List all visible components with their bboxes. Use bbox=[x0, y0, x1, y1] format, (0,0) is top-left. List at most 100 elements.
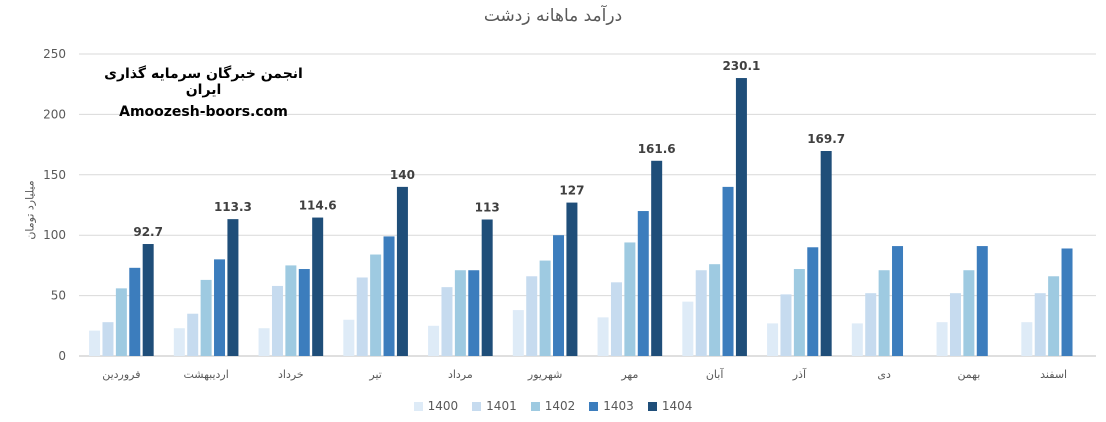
data-label: 140 bbox=[390, 168, 415, 182]
data-label: 161.6 bbox=[638, 142, 676, 156]
gridlines bbox=[79, 53, 1096, 357]
legend-label: 1404 bbox=[661, 399, 693, 413]
bar-1404 bbox=[142, 244, 154, 356]
x-tick-label: خرداد bbox=[278, 368, 304, 381]
bar-1404 bbox=[396, 186, 408, 356]
bar-1402 bbox=[539, 260, 551, 356]
legend: 1400 1401 1402 1403 1404 bbox=[0, 399, 1106, 413]
bar-1400 bbox=[258, 328, 270, 356]
bar-1402 bbox=[200, 279, 212, 356]
bar-1401 bbox=[356, 277, 368, 356]
watermark-line1: انجمن خبرگان سرمایه گذاری ایران bbox=[104, 66, 303, 98]
data-label: 92.7 bbox=[133, 225, 163, 239]
y-tick-label: 200 bbox=[43, 107, 66, 121]
bar-1402 bbox=[115, 288, 127, 356]
bar-1400 bbox=[173, 328, 185, 356]
data-labels: 92.7 113.3 114.6 140 113 127 161.6 230.1 169.7 bbox=[133, 59, 845, 239]
bar-1404 bbox=[481, 219, 493, 356]
bar-1400 bbox=[597, 317, 609, 356]
bar-1404 bbox=[820, 151, 832, 356]
y-tick-label: 0 bbox=[58, 349, 66, 363]
bars bbox=[89, 78, 1073, 357]
bar-1400 bbox=[851, 323, 863, 356]
x-tick-label: مهر bbox=[620, 368, 638, 381]
bar-1402 bbox=[285, 265, 297, 356]
bar-1403 bbox=[214, 259, 226, 356]
bar-1401 bbox=[526, 276, 538, 356]
data-label: 114.6 bbox=[299, 199, 337, 213]
x-tick-label: مرداد bbox=[448, 368, 473, 381]
y-tick-label: 100 bbox=[43, 228, 66, 242]
bar-1403 bbox=[129, 267, 141, 356]
x-tick-label: دی bbox=[877, 368, 891, 381]
legend-item: 1401 bbox=[472, 399, 517, 413]
bar-1404 bbox=[566, 202, 578, 356]
bar-1402 bbox=[1048, 276, 1060, 356]
bar-1400 bbox=[936, 322, 948, 356]
data-label: 113 bbox=[475, 200, 500, 214]
legend-label: 1400 bbox=[427, 399, 459, 413]
bar-1401 bbox=[1034, 293, 1046, 356]
bar-1403 bbox=[1061, 248, 1073, 356]
legend-swatch bbox=[647, 401, 657, 411]
bar-1402 bbox=[793, 269, 805, 356]
x-axis-ticks: فروردین اردیبهشت خرداد تیر مرداد شهریور مهر آبا… bbox=[102, 367, 1067, 381]
bar-1402 bbox=[709, 264, 721, 356]
bar-1401 bbox=[102, 322, 114, 356]
x-tick-label: اسفند bbox=[1040, 368, 1067, 381]
x-tick-label: فروردین bbox=[102, 368, 140, 381]
legend-swatch bbox=[530, 401, 540, 411]
bar-1404 bbox=[312, 217, 324, 356]
legend-label: 1401 bbox=[486, 399, 517, 413]
bar-1400 bbox=[89, 330, 101, 356]
y-axis-ticks: 0 50 100 150 200 250 bbox=[43, 47, 66, 363]
bar-1400 bbox=[682, 301, 694, 356]
x-tick-label: بهمن bbox=[957, 368, 980, 381]
bar-1404 bbox=[227, 219, 239, 356]
x-tick-label: آبان bbox=[706, 367, 724, 381]
legend-swatch bbox=[472, 401, 482, 411]
data-label: 127 bbox=[559, 184, 584, 198]
bar-1402 bbox=[878, 270, 890, 356]
legend-swatch bbox=[589, 401, 599, 411]
watermark-line2: Amoozesh-boors.com bbox=[119, 104, 288, 120]
chart-title: درآمد ماهانه زدشت bbox=[483, 6, 623, 26]
legend-label: 1403 bbox=[603, 399, 634, 413]
bar-1401 bbox=[187, 313, 199, 356]
data-label: 113.3 bbox=[214, 200, 252, 214]
bar-1400 bbox=[428, 325, 440, 356]
x-tick-label: شهریور bbox=[527, 368, 562, 381]
bar-1402 bbox=[454, 270, 466, 356]
bar-1404 bbox=[651, 160, 663, 356]
legend-label: 1402 bbox=[544, 399, 576, 413]
legend-item: 1402 bbox=[530, 399, 576, 413]
x-tick-label: آذر bbox=[792, 367, 807, 381]
legend-item: 1403 bbox=[589, 399, 634, 413]
bar-1403 bbox=[807, 247, 819, 356]
legend-swatch bbox=[413, 401, 423, 411]
bar-1403 bbox=[722, 186, 734, 356]
bar-1403 bbox=[383, 236, 395, 356]
bar-1401 bbox=[949, 293, 961, 356]
bar-1403 bbox=[298, 269, 310, 356]
x-tick-label: اردیبهشت bbox=[183, 368, 228, 381]
watermark: انجمن خبرگان سرمایه گذاری ایران Amoozesh… bbox=[96, 66, 311, 120]
bar-1403 bbox=[976, 246, 988, 356]
bar-1400 bbox=[1021, 322, 1033, 356]
bar-1400 bbox=[343, 319, 355, 356]
bar-1403 bbox=[468, 270, 480, 356]
bar-1401 bbox=[780, 294, 792, 356]
bar-1401 bbox=[441, 287, 453, 356]
bar-1400 bbox=[512, 310, 524, 356]
bar-1402 bbox=[963, 270, 975, 356]
bar-1401 bbox=[695, 270, 707, 356]
data-label: 169.7 bbox=[807, 132, 845, 146]
bar-1401 bbox=[865, 293, 877, 356]
bar-1402 bbox=[370, 254, 382, 356]
y-axis-label: میلیارد تومان bbox=[23, 180, 37, 240]
bar-1401 bbox=[610, 282, 622, 356]
y-tick-label: 50 bbox=[51, 289, 66, 303]
bar-1403 bbox=[892, 246, 904, 356]
bar-1403 bbox=[637, 211, 649, 356]
